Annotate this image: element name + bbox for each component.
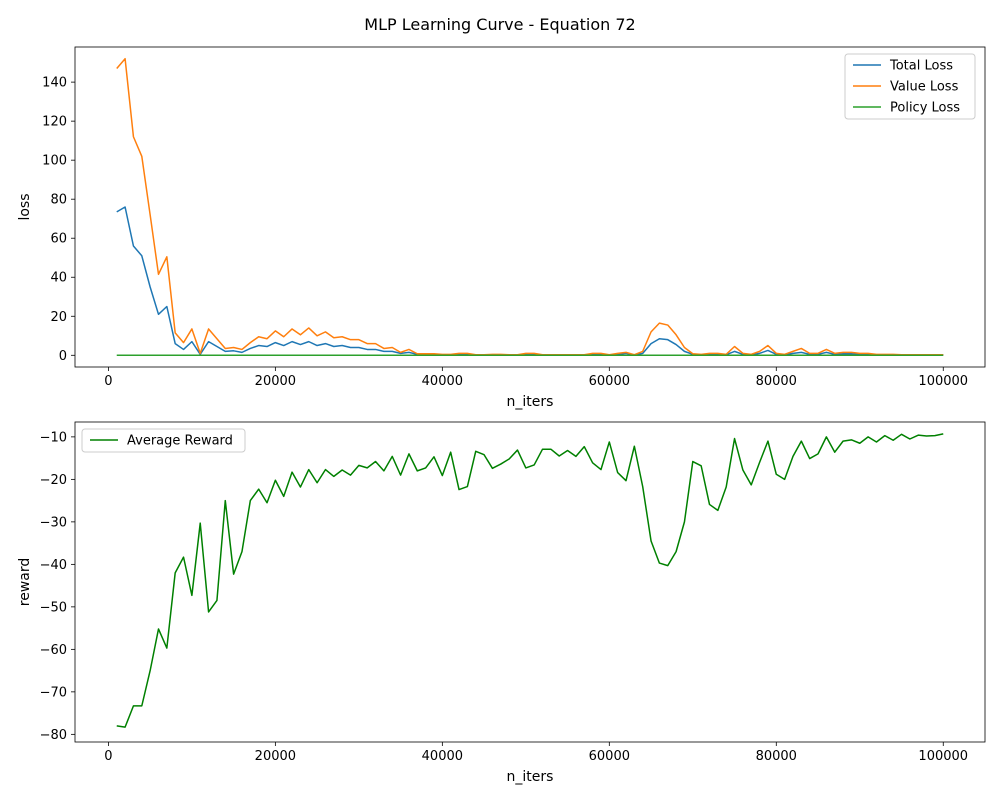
loss-y-tick-label: 0 — [59, 349, 67, 364]
reward-y-tick-label: −10 — [40, 430, 67, 445]
series-line-total-loss — [116, 206, 944, 356]
reward-axes-frame — [74, 421, 986, 743]
loss-y-tick-label: 40 — [50, 271, 67, 286]
loss-y-tick-label: 20 — [50, 310, 67, 325]
loss-axes-frame — [74, 46, 986, 368]
reward-y-tick-label: −40 — [40, 558, 67, 573]
reward-y-tick-label: −70 — [40, 685, 67, 700]
legend-label-total-loss: Total Loss — [889, 59, 953, 74]
legend-label-value-loss: Value Loss — [890, 80, 959, 95]
loss-y-axis-label: loss — [17, 193, 33, 220]
reward-y-tick-label: −60 — [40, 643, 67, 658]
reward-y-tick-label: −80 — [40, 728, 67, 743]
reward-y-tick-label: −30 — [40, 515, 67, 530]
loss-x-tick-label: 60000 — [589, 374, 630, 389]
loss-x-tick-label: 0 — [104, 374, 112, 389]
loss-legend-box — [844, 53, 976, 120]
loss-y-tick-label: 140 — [42, 76, 67, 91]
loss-x-tick-label: 40000 — [422, 374, 463, 389]
reward-y-tick-label: −50 — [40, 600, 67, 615]
loss-y-tick-label: 100 — [42, 154, 67, 169]
reward-legend-box — [81, 428, 246, 453]
reward-x-tick-label: 60000 — [589, 749, 630, 764]
reward-x-tick-label: 100000 — [918, 749, 968, 764]
loss-y-tick-label: 120 — [42, 115, 67, 130]
reward-legend: Average Reward — [81, 428, 246, 453]
reward-y-tick-label: −20 — [40, 473, 67, 488]
reward-x-axis-label: n_iters — [507, 769, 554, 785]
loss-legend: Total Loss Value Loss Policy Loss — [844, 53, 976, 120]
loss-x-tick-label: 20000 — [255, 374, 296, 389]
legend-label-policy-loss: Policy Loss — [890, 101, 960, 116]
loss-x-tick-label: 100000 — [918, 374, 968, 389]
reward-x-tick-label: 80000 — [756, 749, 797, 764]
legend-label-average-reward: Average Reward — [127, 434, 233, 449]
figure-title: MLP Learning Curve - Equation 72 — [364, 15, 635, 34]
reward-x-tick-label: 40000 — [422, 749, 463, 764]
series-line-value-loss — [116, 57, 944, 356]
series-line-average-reward — [116, 433, 944, 728]
loss-y-tick-label: 60 — [50, 232, 67, 247]
reward-y-axis-label: reward — [17, 558, 33, 607]
loss-x-tick-label: 80000 — [756, 374, 797, 389]
reward-x-tick-label: 20000 — [255, 749, 296, 764]
loss-y-tick-label: 80 — [50, 193, 67, 208]
loss-axes: 0 20000 40000 60000 80000 100000 0 20 40 60 80 100 1… — [17, 46, 986, 410]
reward-x-tick-label: 0 — [104, 749, 112, 764]
loss-x-axis-label: n_iters — [507, 394, 554, 410]
reward-axes: 0 20000 40000 60000 80000 100000 −80 −70 −60 −50 −… — [17, 421, 986, 785]
